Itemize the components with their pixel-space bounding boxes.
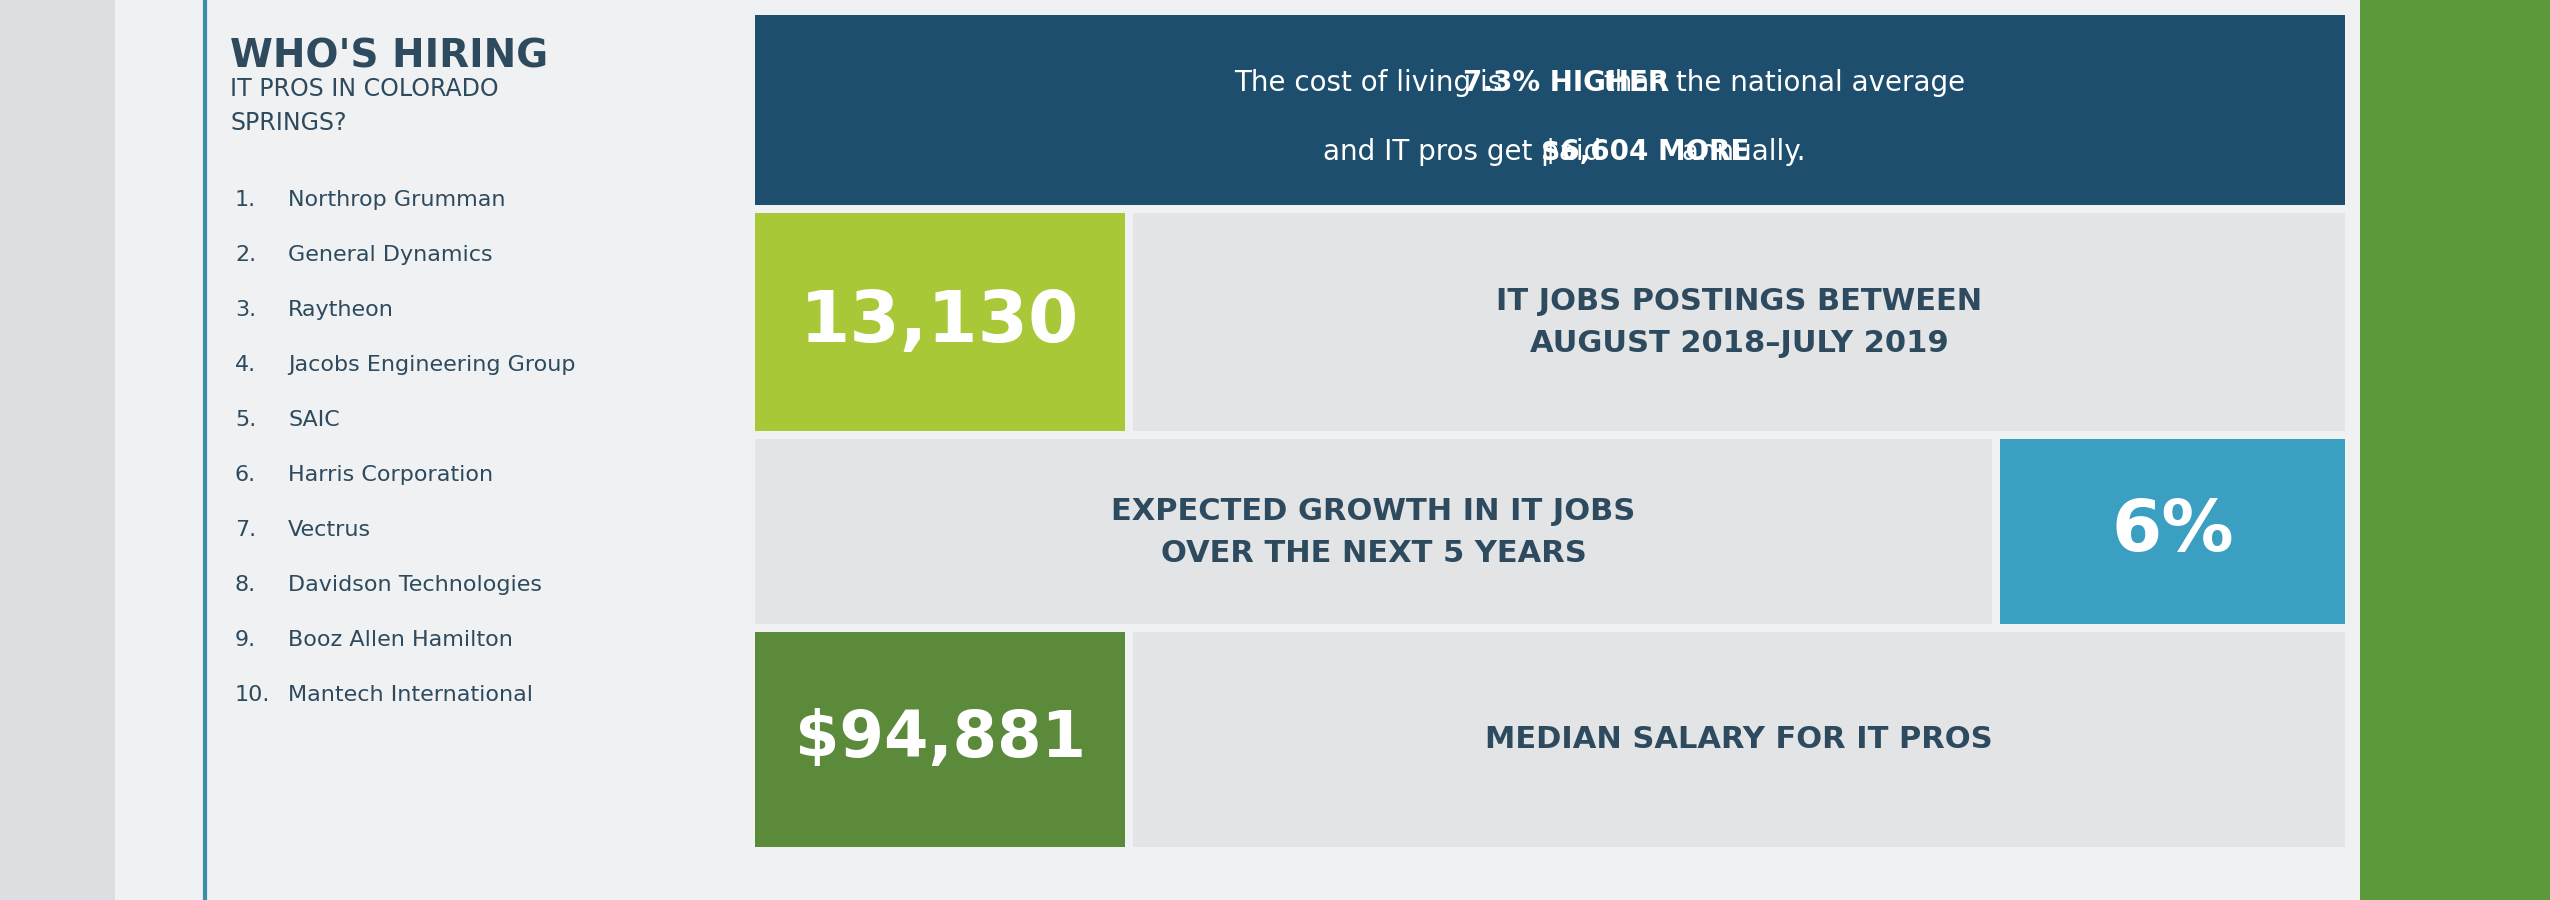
Text: The cost of living is: The cost of living is [1234,69,1512,97]
Text: than the national average: than the national average [1596,69,1966,97]
Text: Northrop Grumman: Northrop Grumman [288,190,505,210]
Bar [755,15,2346,205]
Text: 4.: 4. [235,355,255,375]
Text: and IT pros get paid: and IT pros get paid [1323,138,1609,166]
Text: Raytheon: Raytheon [288,300,393,320]
Text: SAIC: SAIC [288,410,339,430]
Text: 9.: 9. [235,630,255,650]
Text: 8.: 8. [235,575,255,595]
Bar [0,0,115,900]
Text: Harris Corporation: Harris Corporation [288,465,492,485]
Text: 5.: 5. [235,410,255,430]
Bar [1132,213,2346,431]
Text: 7.3% HIGHER: 7.3% HIGHER [1464,69,1670,97]
Text: 6%: 6% [2111,497,2234,566]
Text: 2.: 2. [235,245,255,265]
Text: IT PROS IN COLORADO
SPRINGS?: IT PROS IN COLORADO SPRINGS? [230,77,500,136]
Bar [2359,0,2550,900]
Text: 13,130: 13,130 [801,287,1079,356]
Bar [755,213,1125,431]
Bar [755,632,1125,847]
Text: annually.: annually. [1673,138,1805,166]
Bar [1999,439,2346,624]
Text: Vectrus: Vectrus [288,520,372,540]
Text: 3.: 3. [235,300,255,320]
Text: Booz Allen Hamilton: Booz Allen Hamilton [288,630,513,650]
Text: $6,604 MORE: $6,604 MORE [1540,138,1749,166]
Bar [1132,632,2346,847]
Text: 6.: 6. [235,465,255,485]
Text: Davidson Technologies: Davidson Technologies [288,575,543,595]
Text: WHO'S HIRING: WHO'S HIRING [230,38,548,76]
Text: General Dynamics: General Dynamics [288,245,492,265]
Text: 7.: 7. [235,520,255,540]
Text: IT JOBS POSTINGS BETWEEN: IT JOBS POSTINGS BETWEEN [1497,287,1981,317]
Text: 10.: 10. [235,685,270,705]
Text: OVER THE NEXT 5 YEARS: OVER THE NEXT 5 YEARS [1160,539,1586,568]
Text: Mantech International: Mantech International [288,685,533,705]
Text: EXPECTED GROWTH IN IT JOBS: EXPECTED GROWTH IN IT JOBS [1112,497,1635,526]
Text: 1.: 1. [235,190,255,210]
Text: AUGUST 2018–JULY 2019: AUGUST 2018–JULY 2019 [1530,329,1948,358]
Text: Jacobs Engineering Group: Jacobs Engineering Group [288,355,576,375]
Text: $94,881: $94,881 [796,708,1086,770]
Text: MEDIAN SALARY FOR IT PROS: MEDIAN SALARY FOR IT PROS [1484,725,1992,754]
Bar [755,439,1992,624]
